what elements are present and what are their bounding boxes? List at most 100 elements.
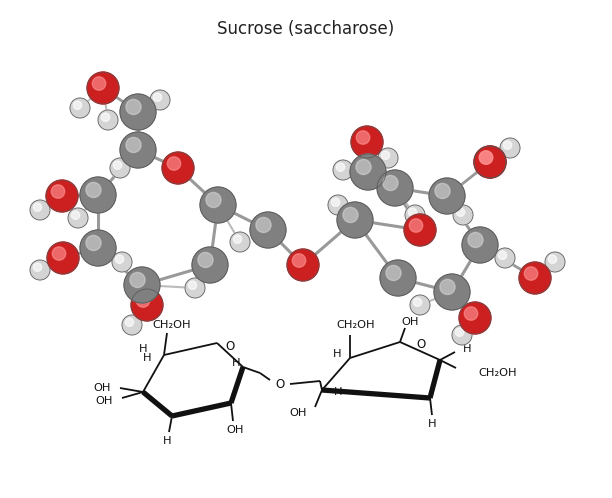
Circle shape <box>110 158 130 178</box>
Circle shape <box>413 298 422 306</box>
Circle shape <box>86 182 101 198</box>
Text: OH: OH <box>289 408 307 418</box>
Circle shape <box>112 252 132 272</box>
Circle shape <box>30 200 50 220</box>
Text: H: H <box>163 436 171 446</box>
Circle shape <box>386 265 401 280</box>
Circle shape <box>102 113 110 122</box>
Circle shape <box>51 185 65 198</box>
Circle shape <box>409 219 423 232</box>
Circle shape <box>479 151 493 164</box>
Circle shape <box>120 132 156 168</box>
Circle shape <box>434 274 470 310</box>
Circle shape <box>131 289 163 321</box>
Circle shape <box>92 77 106 90</box>
Circle shape <box>405 205 425 225</box>
Text: Sucrose (saccharose): Sucrose (saccharose) <box>217 20 395 38</box>
Circle shape <box>457 208 465 217</box>
Text: OH: OH <box>94 383 111 393</box>
Circle shape <box>435 183 450 199</box>
Text: OH: OH <box>401 317 419 327</box>
Circle shape <box>452 325 472 345</box>
Circle shape <box>136 294 150 307</box>
Circle shape <box>130 272 145 287</box>
Text: H: H <box>428 419 436 429</box>
Circle shape <box>455 328 464 337</box>
Text: H: H <box>334 387 342 397</box>
Circle shape <box>495 248 515 268</box>
Text: O: O <box>275 377 285 390</box>
Circle shape <box>188 281 196 289</box>
Circle shape <box>46 180 78 212</box>
Circle shape <box>167 157 181 170</box>
Circle shape <box>80 177 116 213</box>
Circle shape <box>333 160 353 180</box>
Circle shape <box>474 146 506 178</box>
Text: H: H <box>143 353 152 363</box>
Text: H: H <box>232 358 241 368</box>
Circle shape <box>47 242 79 274</box>
Circle shape <box>429 178 465 214</box>
Circle shape <box>408 208 417 217</box>
Circle shape <box>498 251 507 259</box>
Circle shape <box>548 255 557 263</box>
Text: H: H <box>463 344 472 354</box>
Circle shape <box>125 318 133 326</box>
Circle shape <box>87 72 119 104</box>
Circle shape <box>113 161 122 169</box>
Circle shape <box>500 138 520 158</box>
Text: CH₂OH: CH₂OH <box>337 320 375 330</box>
Circle shape <box>474 146 506 178</box>
Circle shape <box>153 93 162 102</box>
Text: CH₂OH: CH₂OH <box>152 320 192 330</box>
Circle shape <box>337 163 345 171</box>
Circle shape <box>468 233 483 248</box>
Circle shape <box>383 175 398 191</box>
Circle shape <box>72 211 80 220</box>
Text: H: H <box>334 349 342 359</box>
Text: OH: OH <box>226 425 244 435</box>
Circle shape <box>404 214 436 246</box>
Circle shape <box>378 148 398 168</box>
Circle shape <box>86 236 101 250</box>
Circle shape <box>479 151 493 164</box>
Circle shape <box>356 159 371 174</box>
Circle shape <box>337 202 373 238</box>
Circle shape <box>545 252 565 272</box>
Circle shape <box>440 279 455 294</box>
Circle shape <box>120 94 156 130</box>
Circle shape <box>381 151 390 159</box>
Circle shape <box>462 227 498 263</box>
Circle shape <box>503 141 512 149</box>
Circle shape <box>230 232 250 252</box>
Circle shape <box>162 152 194 184</box>
Circle shape <box>52 247 65 260</box>
Circle shape <box>124 267 160 303</box>
Circle shape <box>126 100 141 115</box>
Circle shape <box>519 262 551 294</box>
Circle shape <box>30 260 50 280</box>
Circle shape <box>410 295 430 315</box>
Circle shape <box>150 90 170 110</box>
Circle shape <box>524 267 538 280</box>
Circle shape <box>192 247 228 283</box>
Circle shape <box>343 207 358 223</box>
Circle shape <box>122 315 142 335</box>
Text: OH: OH <box>95 396 113 406</box>
Circle shape <box>380 260 416 296</box>
Circle shape <box>98 110 118 130</box>
Circle shape <box>198 252 213 267</box>
Circle shape <box>377 170 413 206</box>
Circle shape <box>350 154 386 190</box>
Circle shape <box>293 254 306 267</box>
Text: H: H <box>140 344 148 354</box>
Circle shape <box>328 195 348 215</box>
Circle shape <box>70 98 90 118</box>
Circle shape <box>33 203 42 211</box>
Circle shape <box>331 198 340 206</box>
Circle shape <box>200 187 236 223</box>
Circle shape <box>459 302 491 334</box>
Text: CH₂OH: CH₂OH <box>478 368 517 378</box>
Circle shape <box>185 278 205 298</box>
Circle shape <box>33 263 42 271</box>
